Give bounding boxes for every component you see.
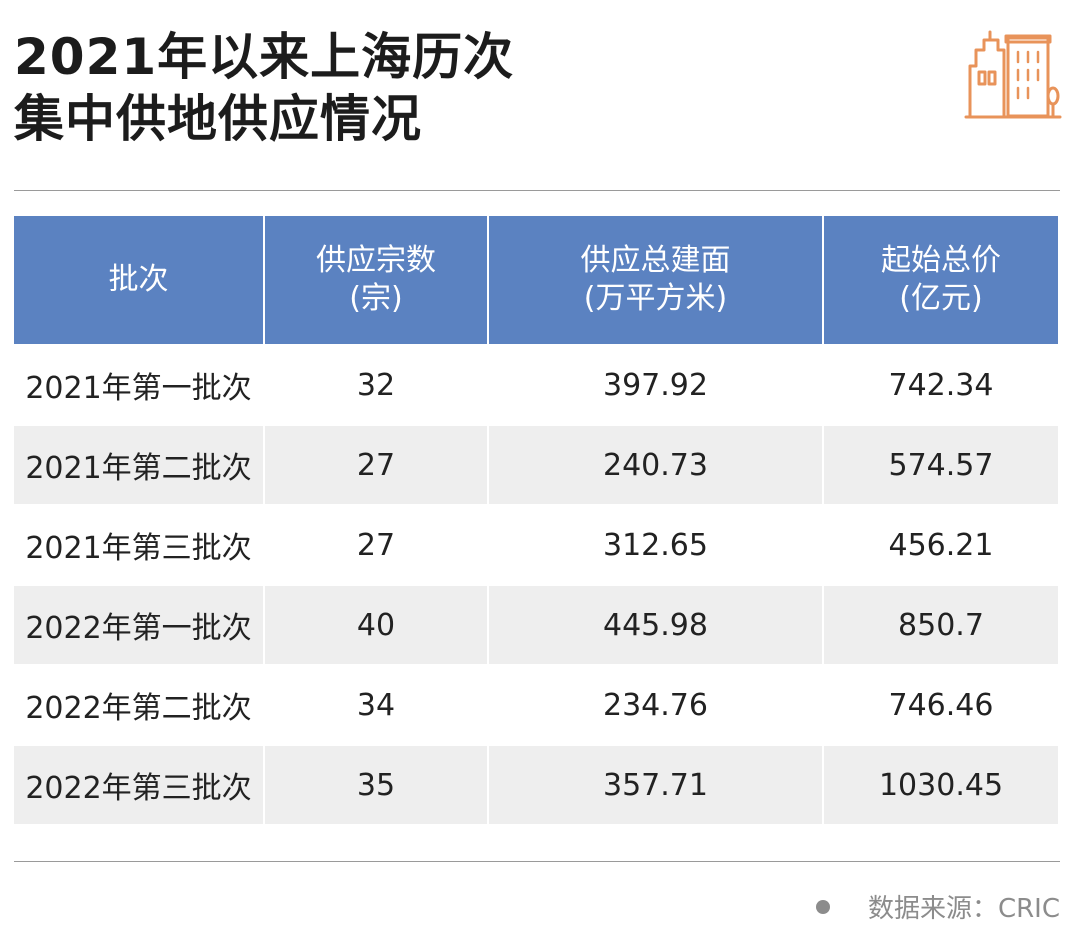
- cell-area: 234.76: [488, 664, 824, 745]
- header-parcels-unit: (宗): [349, 281, 403, 316]
- header-parcels-label: 供应宗数: [316, 243, 436, 278]
- cell-batch: 2021年第二批次: [14, 424, 265, 505]
- cell-parcels: 32: [264, 344, 489, 425]
- title-line-2: 集中供地供应情况: [14, 90, 422, 148]
- header-area-unit: (万平方米): [583, 281, 728, 316]
- table-row: 2021年第二批次 27 240.73 574.57: [14, 424, 1058, 505]
- cell-price: 574.57: [823, 424, 1058, 505]
- cell-area: 397.92: [488, 344, 824, 425]
- header-price-label: 起始总价: [881, 243, 1001, 278]
- cell-batch: 2021年第三批次: [14, 504, 265, 585]
- cell-parcels: 40: [264, 584, 489, 665]
- bullet-dot-icon: [815, 899, 830, 914]
- table-row: 2021年第三批次 27 312.65 456.21: [14, 504, 1058, 585]
- cell-area: 240.73: [488, 424, 824, 505]
- header-batch: 批次: [14, 216, 265, 345]
- land-supply-table: 批次 供应宗数 (宗) 供应总建面 (万平方米) 起始总价 (亿元) 2021年…: [14, 216, 1058, 824]
- header-area: 供应总建面 (万平方米): [488, 216, 824, 345]
- table-row: 2022年第二批次 34 234.76 746.46: [14, 664, 1058, 745]
- cell-batch: 2021年第一批次: [14, 344, 265, 425]
- cell-price: 850.7: [823, 584, 1058, 665]
- cell-price: 742.34: [823, 344, 1058, 425]
- buildings-icon: [964, 30, 1062, 119]
- cell-price: 456.21: [823, 504, 1058, 585]
- header-batch-label: 批次: [108, 262, 169, 297]
- top-divider: [14, 190, 1060, 191]
- cell-price: 746.46: [823, 664, 1058, 745]
- cell-parcels: 27: [264, 504, 489, 585]
- data-source: 数据来源：CRIC: [815, 888, 1060, 925]
- header-parcels: 供应宗数 (宗): [264, 216, 489, 345]
- bottom-divider: [14, 861, 1060, 862]
- header-price-unit: (亿元): [899, 281, 983, 316]
- table-row: 2022年第一批次 40 445.98 850.7: [14, 584, 1058, 665]
- cell-parcels: 27: [264, 424, 489, 505]
- cell-batch: 2022年第二批次: [14, 664, 265, 745]
- title-line-1: 2021年以来上海历次: [14, 28, 515, 86]
- table-row: 2022年第三批次 35 357.71 1030.45: [14, 744, 1058, 824]
- cell-area: 357.71: [488, 744, 824, 824]
- page-title: 2021年以来上海历次 集中供地供应情况: [14, 26, 514, 150]
- data-source-label: 数据来源：CRIC: [867, 894, 1060, 924]
- table-header-row: 批次 供应宗数 (宗) 供应总建面 (万平方米) 起始总价 (亿元): [14, 216, 1058, 345]
- header-price: 起始总价 (亿元): [823, 216, 1058, 345]
- header-area-label: 供应总建面: [580, 243, 731, 278]
- cell-area: 445.98: [488, 584, 824, 665]
- table-row: 2021年第一批次 32 397.92 742.34: [14, 344, 1058, 425]
- cell-parcels: 35: [264, 744, 489, 824]
- cell-batch: 2022年第三批次: [14, 744, 265, 824]
- cell-batch: 2022年第一批次: [14, 584, 265, 665]
- cell-price: 1030.45: [823, 744, 1058, 824]
- cell-parcels: 34: [264, 664, 489, 745]
- cell-area: 312.65: [488, 504, 824, 585]
